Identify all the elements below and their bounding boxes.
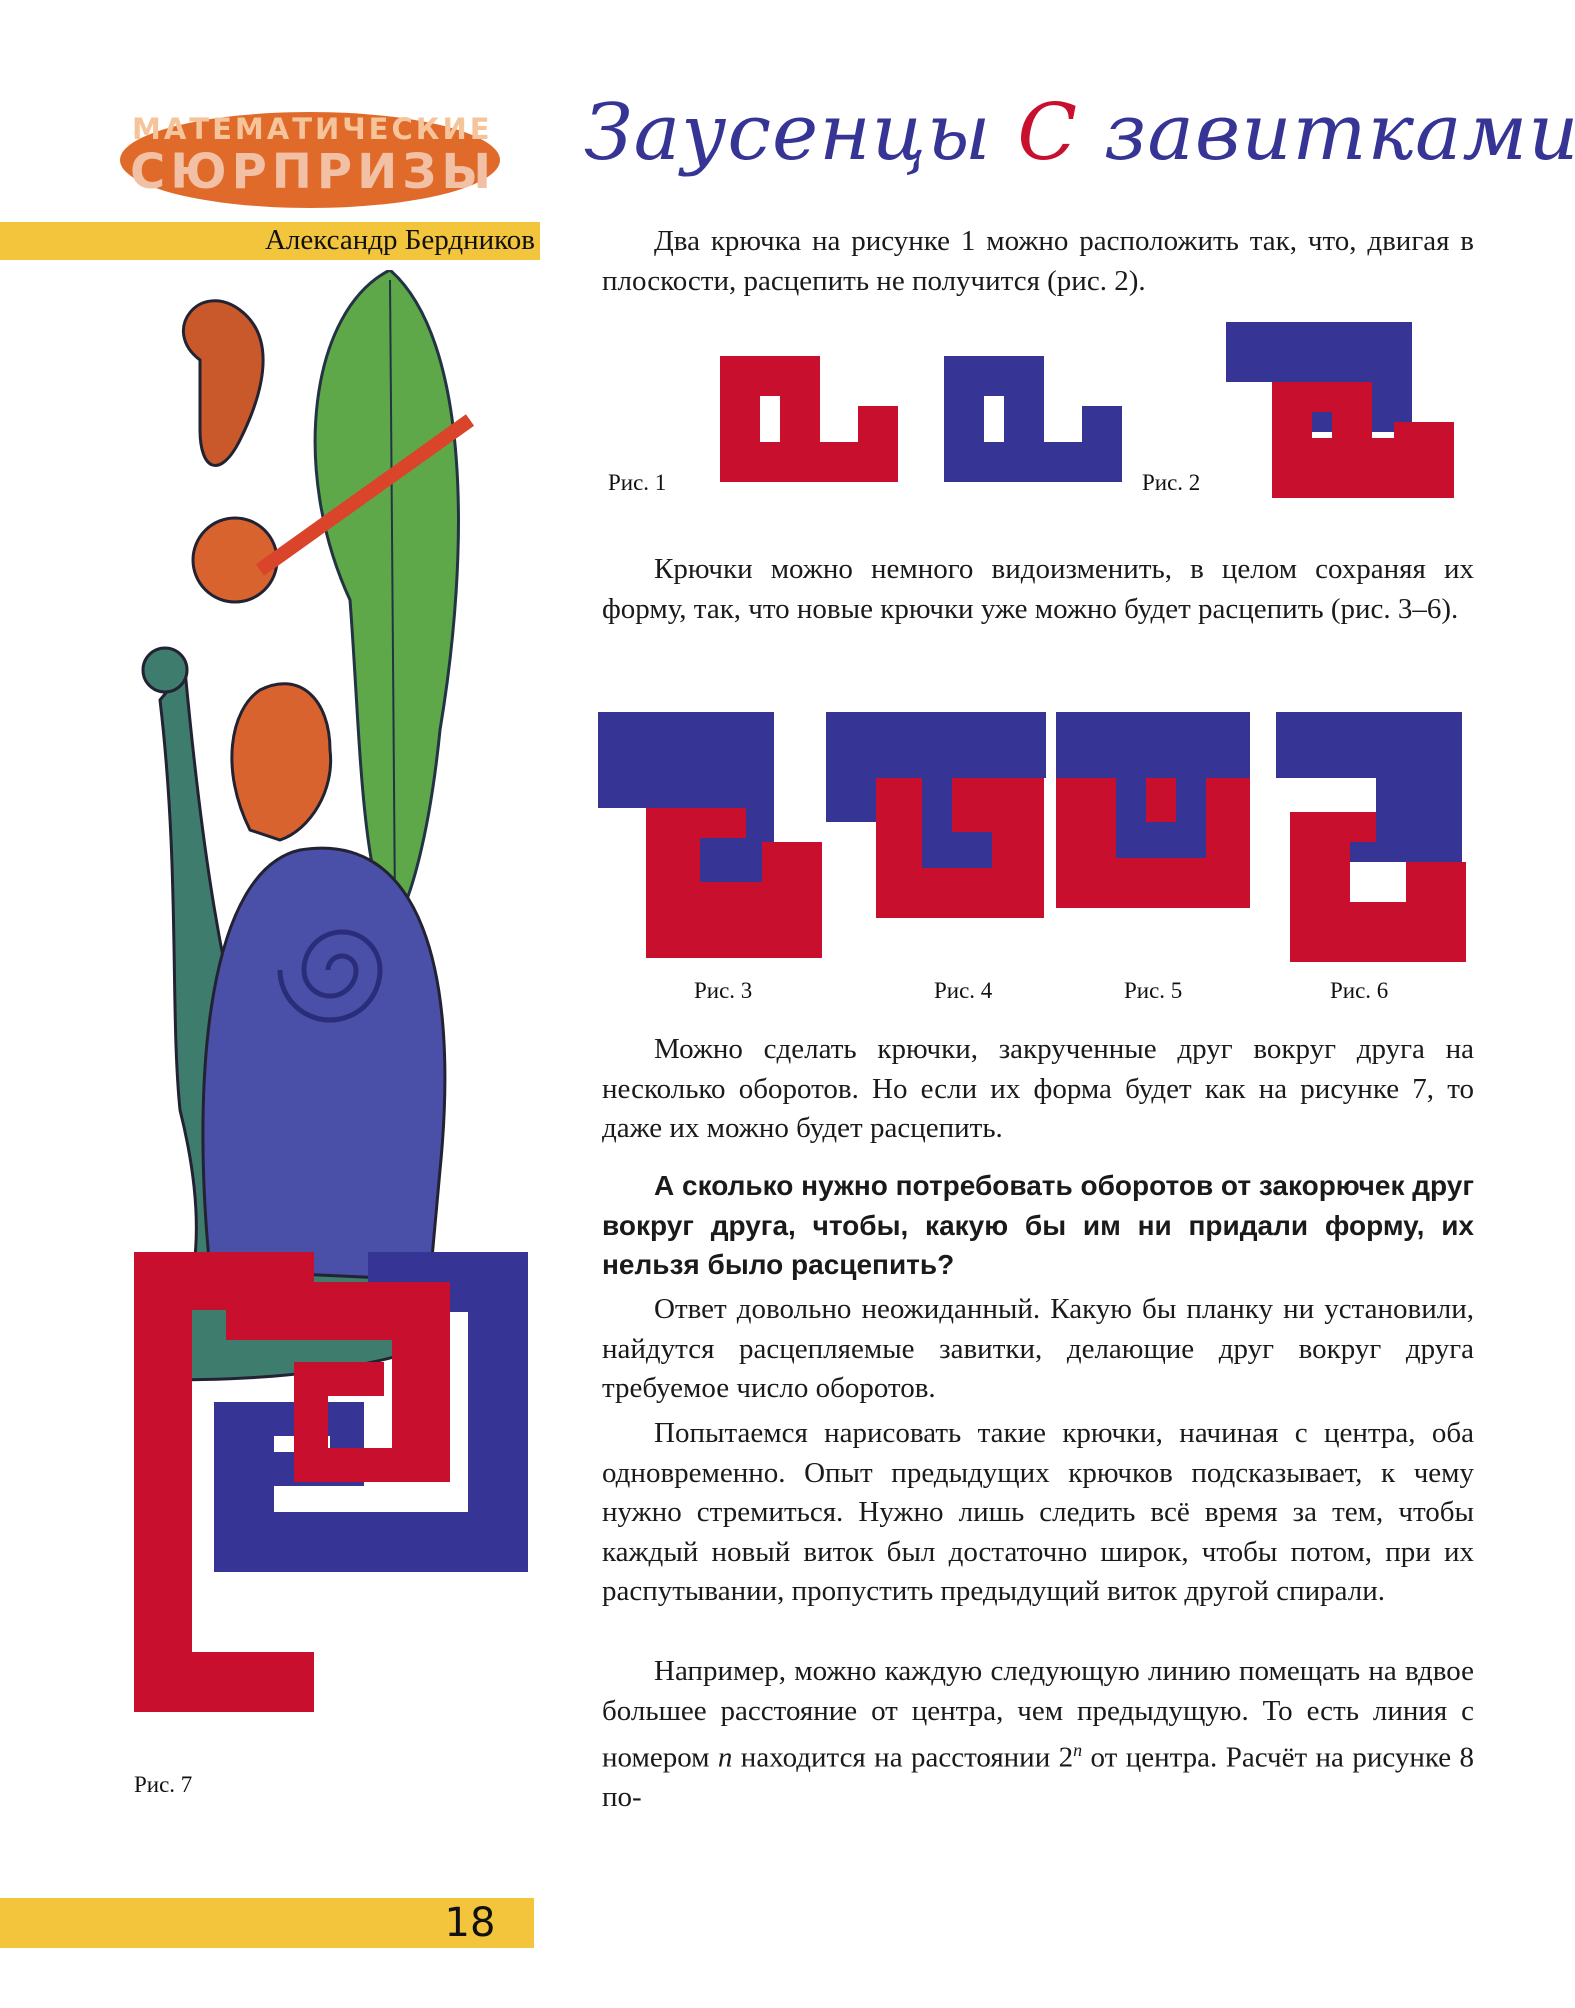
paragraph-4-question: А сколько нужно потребовать оборотов от …: [602, 1166, 1474, 1285]
squirrel-snail-illustration: [140, 270, 560, 1390]
paragraph-6: Попытаемся нарисовать такие крючки, начи…: [602, 1414, 1474, 1612]
caption-fig-1: Рис. 1: [608, 470, 666, 496]
caption-fig-2: Рис. 2: [1142, 470, 1200, 496]
figure-2-interlocked-hooks: [1226, 322, 1456, 502]
author-name: Александр Бердников: [150, 224, 535, 257]
figure-1-red-hook: [720, 356, 900, 486]
article-title: Заусенцы С завитками: [584, 88, 1514, 178]
snail-shell-icon: [203, 848, 445, 1280]
caption-fig-7: Рис. 7: [134, 1772, 192, 1798]
squirrel-tail-icon: [183, 301, 263, 466]
leaf-icon: [315, 270, 458, 930]
title-part-3: завитками: [1104, 88, 1575, 178]
snail-head-icon: [143, 648, 187, 692]
rubric-logo: МАТЕМАТИЧЕСКИЕ СЮРПРИЗЫ: [110, 100, 540, 210]
figure-7-spiral: [134, 1252, 534, 1732]
figure-5-hooks: [1056, 712, 1250, 908]
caption-fig-6: Рис. 6: [1330, 978, 1388, 1004]
figure-1-blue-hook: [944, 356, 1124, 486]
figure-6-hooks: [1276, 712, 1476, 962]
paragraph-7-sup: n: [1073, 1740, 1082, 1760]
caption-fig-5: Рис. 5: [1124, 978, 1182, 1004]
paragraph-2: Крючки можно немного видоизменить, в цел…: [602, 550, 1474, 629]
paragraph-3: Можно сделать крючки, закрученные друг в…: [602, 1030, 1474, 1149]
squirrel-body-icon: [232, 684, 331, 840]
paragraph-7: Например, можно каждую следующую линию п…: [602, 1652, 1474, 1818]
paragraph-7-n: n: [718, 1742, 733, 1774]
red-hook-icon: [1272, 382, 1454, 498]
paragraph-1: Два крючка на рисунке 1 можно расположит…: [602, 222, 1474, 301]
page-number: 18: [430, 1900, 510, 1946]
caption-fig-3: Рис. 3: [694, 978, 752, 1004]
rubric-bottom-text: СЮРПРИЗЫ: [130, 144, 550, 200]
paragraph-7-b: находится на расстоянии 2: [732, 1742, 1073, 1774]
figure-4-hooks: [826, 712, 1052, 922]
paragraph-5: Ответ довольно неожиданный. Какую бы пла…: [602, 1290, 1474, 1409]
title-part-2: С: [1017, 88, 1078, 178]
rubric-top-text: МАТЕМАТИЧЕСКИЕ: [132, 112, 532, 146]
caption-fig-4: Рис. 4: [934, 978, 992, 1004]
title-part-1: Заусенцы: [584, 88, 992, 178]
figure-3-hooks: [598, 712, 824, 962]
blue-hook-icon: [1226, 322, 1412, 432]
